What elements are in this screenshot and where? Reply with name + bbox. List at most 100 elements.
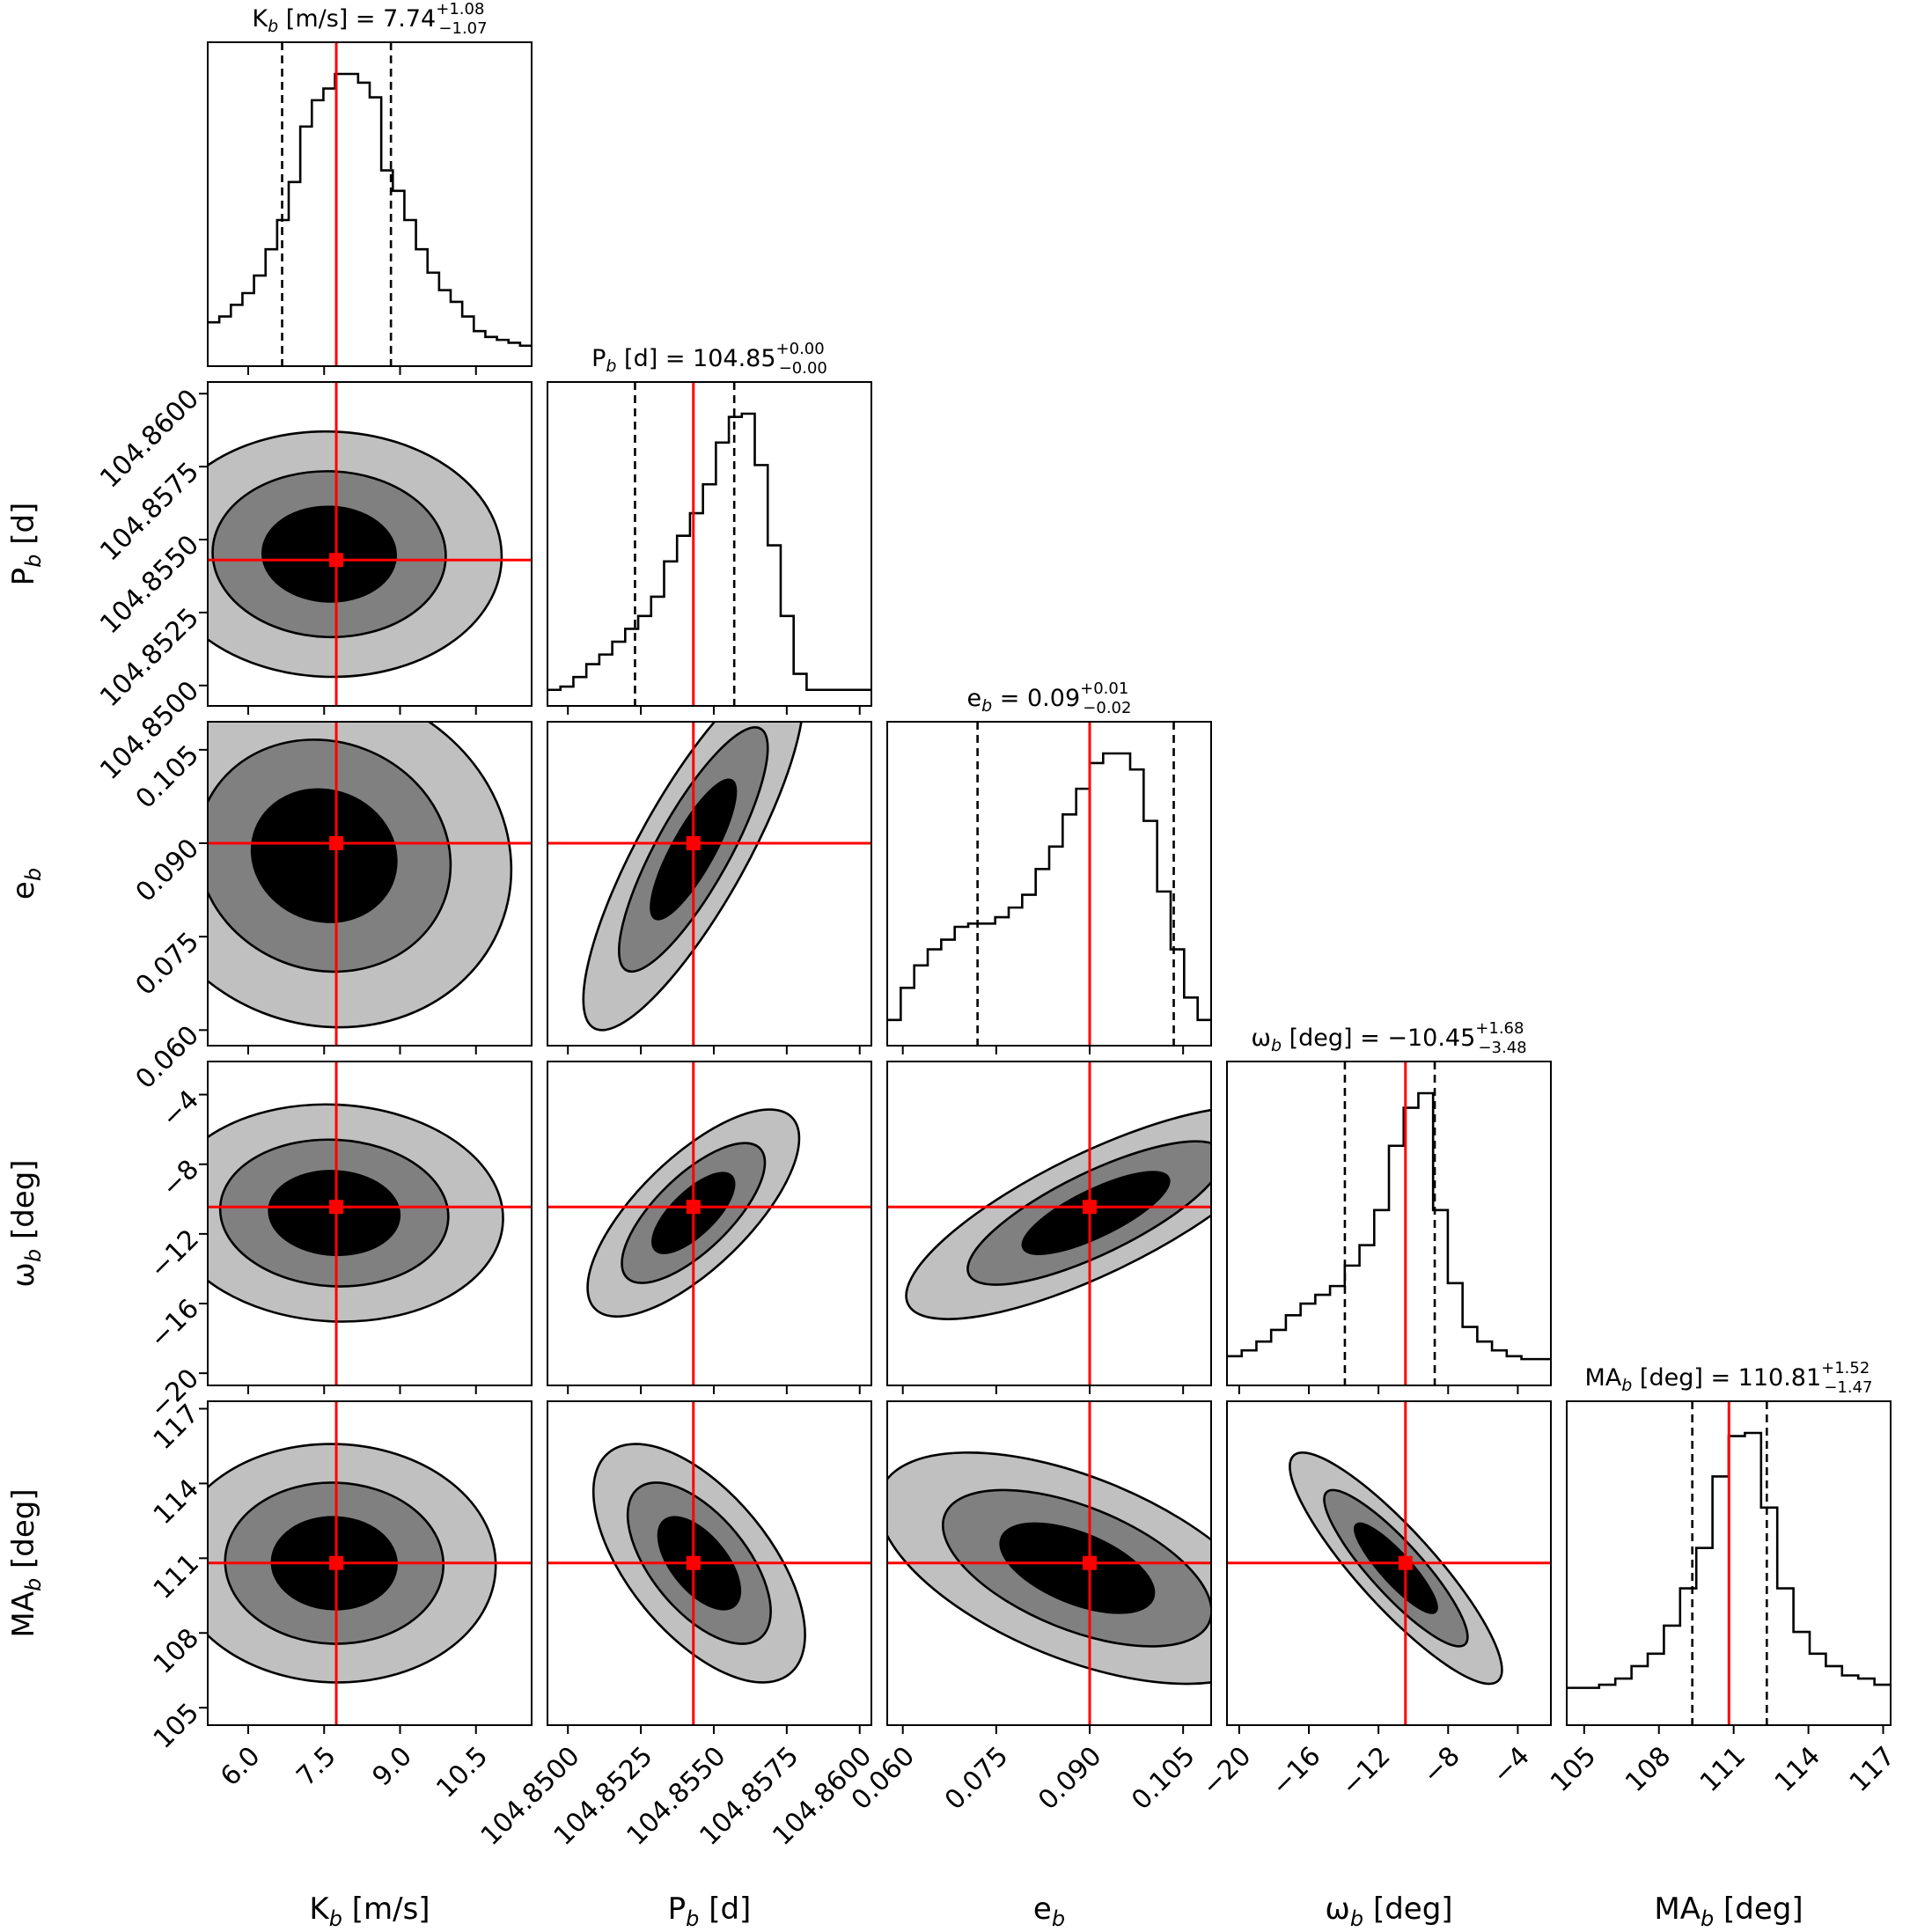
truth-marker	[1083, 1555, 1097, 1570]
panel-frame	[547, 721, 872, 1047]
title-sub: b	[981, 696, 992, 716]
y-tick-label-0: 0.060	[130, 1020, 205, 1095]
title-main: e	[967, 685, 982, 712]
x-axis-label-e-main: e	[1033, 1892, 1052, 1927]
x-axis-label-MA-sub: b	[1701, 1906, 1714, 1931]
panel-frame	[207, 41, 533, 367]
x-tick-label-2: 9.0	[367, 1741, 418, 1792]
truth-marker	[329, 1555, 344, 1570]
title-main: K	[252, 5, 268, 33]
x-axis-label-w-rest: [deg]	[1363, 1892, 1452, 1927]
panel-w-w: ωb [deg] = −10.45+1.68 −3.48	[1226, 1019, 1552, 1394]
x-axis-label-e-sub: b	[1052, 1906, 1065, 1931]
y-axis-label-MA: MAb [deg]	[6, 1488, 46, 1637]
title-value: [deg] = 110.81	[1632, 1364, 1821, 1392]
x-tick-label-0: −20	[1196, 1741, 1258, 1803]
y-axis-label-MA-rest: [deg]	[6, 1488, 41, 1577]
y-tick-label-1: −16	[144, 1293, 206, 1355]
panel-frame	[1226, 1400, 1552, 1726]
truth-marker	[329, 553, 344, 568]
x-tick-label-1: 0.075	[939, 1741, 1014, 1816]
panel-plot-area	[547, 1401, 871, 1725]
x-axis-label-K-main: K	[309, 1892, 330, 1927]
y-axis-label-w: ωb [deg]	[6, 1159, 46, 1287]
x-tick-label-2: 0.090	[1032, 1741, 1107, 1816]
title-plus: +1.52	[1821, 1359, 1870, 1377]
panel-frame	[547, 1400, 872, 1726]
title-minus: −1.47	[1824, 1378, 1872, 1397]
x-tick-label-0: 105	[1545, 1741, 1602, 1798]
y-axis-label-e: eb	[6, 868, 46, 900]
x-tick-label-1: −16	[1266, 1741, 1327, 1803]
x-tick-label-3: 114	[1769, 1741, 1826, 1798]
title-plus: +1.08	[436, 0, 484, 18]
x-tick-label-3: 0.105	[1126, 1741, 1201, 1816]
y-axis-label-w-rest: [deg]	[6, 1159, 41, 1248]
y-axis-label-w-main: ω	[6, 1262, 41, 1287]
panel-e-P	[547, 721, 872, 1054]
x-axis-label-MA-main: MA	[1654, 1892, 1701, 1927]
panel-plot-area	[547, 1061, 871, 1385]
panel-title-K: Kb [m/s] = 7.74+1.08 −1.07	[252, 0, 487, 38]
x-tick-label-3: −8	[1417, 1741, 1466, 1790]
x-tick-label-2: 111	[1694, 1741, 1752, 1798]
panel-frame	[207, 381, 533, 707]
panel-frame	[1566, 1400, 1892, 1726]
panel-title-e: eb = 0.09+0.01 −0.02	[967, 680, 1132, 717]
truth-marker	[686, 1200, 701, 1215]
panel-plot-area	[887, 1401, 1211, 1725]
histogram-P	[547, 412, 871, 692]
title-minus: −0.02	[1083, 699, 1131, 717]
x-axis-label-K-sub: b	[329, 1906, 342, 1931]
y-tick-label-3: 114	[148, 1473, 205, 1531]
y-axis-label-P-main: P	[6, 568, 41, 586]
contour-level-3	[261, 505, 397, 603]
panel-frame	[547, 1061, 872, 1386]
y-tick-label-2: 111	[148, 1548, 205, 1605]
y-axis-label-e-main: e	[6, 881, 41, 900]
panel-plot-area	[547, 722, 871, 1046]
y-tick-label-4: −4	[156, 1084, 205, 1134]
panel-plot-area	[1227, 1061, 1551, 1385]
panel-plot-area	[1227, 1401, 1551, 1725]
panel-plot-area	[208, 42, 532, 366]
x-tick-label-1: 108	[1620, 1741, 1677, 1798]
y-axis-label-P-rest: [d]	[6, 503, 41, 555]
panel-MA-w: −20 −16 −12 −8 −4	[1196, 1400, 1552, 1803]
title-sub: b	[606, 356, 616, 376]
x-tick-label-4: 117	[1844, 1741, 1901, 1798]
title-sub: b	[1271, 1036, 1282, 1055]
panel-frame	[1226, 1061, 1552, 1386]
panel-plot-area	[887, 1061, 1211, 1385]
y-axis-label-MA-sub: b	[21, 1578, 46, 1591]
y-tick-label-2: −12	[144, 1223, 206, 1285]
x-axis-label-MA-rest: [deg]	[1714, 1892, 1803, 1927]
panel-w-e	[886, 1061, 1212, 1394]
histogram-K	[208, 72, 532, 348]
title-minus: −3.48	[1478, 1039, 1526, 1057]
truth-marker	[329, 836, 344, 850]
y-axis-label-P: Pb [d]	[6, 503, 46, 586]
x-axis-label-MA: MAb [deg]	[1654, 1892, 1803, 1931]
panel-frame	[207, 1061, 533, 1386]
panel-plot-area	[208, 722, 532, 1046]
title-main: ω	[1251, 1025, 1271, 1052]
title-sub: b	[1621, 1376, 1632, 1395]
truth-marker	[686, 836, 701, 850]
x-tick-label-0: 6.0	[215, 1741, 266, 1792]
truth-marker	[1083, 1200, 1097, 1215]
y-axis-label-MA-main: MA	[6, 1591, 41, 1638]
y-tick-label-2: 0.090	[130, 833, 205, 907]
x-tick-label-4: −4	[1487, 1741, 1536, 1790]
title-minus: −0.00	[779, 359, 827, 378]
panel-plot-area	[208, 1401, 532, 1725]
y-axis-label-w-sub: b	[21, 1249, 46, 1262]
panel-w-K: −20−16−12−8−4	[144, 1061, 533, 1424]
panel-e-e: eb = 0.09+0.01 −0.02	[886, 680, 1212, 1054]
panel-title-P: Pb [d] = 104.85+0.00 −0.00	[591, 340, 827, 378]
x-axis-label-K-rest: [m/s]	[342, 1892, 430, 1927]
title-sub: b	[268, 17, 278, 36]
panel-w-P	[547, 1061, 872, 1394]
panel-plot-area	[208, 1061, 532, 1385]
panel-P-P: Pb [d] = 104.85+0.00 −0.00	[547, 340, 872, 715]
